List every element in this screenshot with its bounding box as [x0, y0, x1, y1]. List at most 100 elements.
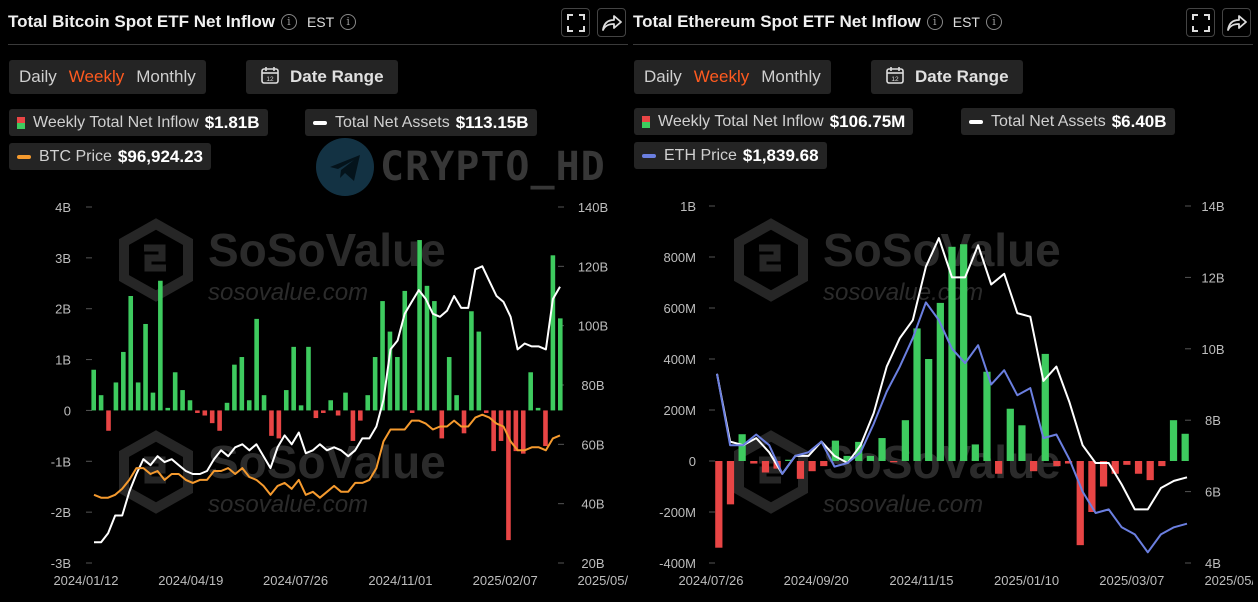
date-range-button[interactable]: 12 Date Range — [871, 60, 1023, 94]
inflow-bar[interactable] — [417, 240, 422, 411]
period-monthly[interactable]: Monthly — [761, 67, 821, 86]
inflow-bar[interactable] — [298, 405, 304, 411]
inflow-bar[interactable] — [491, 410, 496, 452]
period-weekly[interactable]: Weekly — [68, 67, 125, 86]
legend-item[interactable]: ETH Price $1,839.68 — [634, 142, 827, 169]
inflow-bar[interactable] — [276, 410, 282, 439]
inflow-bar[interactable] — [808, 461, 816, 472]
inflow-bar[interactable] — [121, 351, 126, 411]
legend-item[interactable]: BTC Price $96,924.23 — [9, 143, 211, 170]
inflow-bar[interactable] — [901, 420, 909, 461]
total-net-assets-line[interactable] — [94, 265, 561, 544]
inflow-bar[interactable] — [550, 255, 556, 411]
inflow-bar[interactable] — [820, 461, 828, 467]
inflow-bar[interactable] — [1123, 461, 1131, 465]
inflow-bar[interactable] — [283, 390, 289, 411]
info-icon[interactable]: i — [340, 14, 357, 30]
inflow-bar[interactable] — [343, 392, 348, 411]
inflow-bar[interactable] — [439, 410, 445, 439]
inflow-bar[interactable] — [269, 410, 274, 436]
period-daily[interactable]: Daily — [19, 67, 57, 86]
legend-item[interactable]: Total Net Assets $113.15B — [305, 109, 537, 136]
inflow-bar[interactable] — [313, 410, 319, 419]
inflow-bar[interactable] — [224, 402, 230, 411]
inflow-bar[interactable] — [350, 410, 356, 441]
inflow-bar[interactable] — [1053, 461, 1061, 467]
inflow-bar[interactable] — [165, 407, 171, 411]
inflow-bar[interactable] — [785, 459, 793, 461]
inflow-bar[interactable] — [150, 392, 156, 411]
inflow-bar[interactable] — [1111, 461, 1119, 474]
inflow-bar[interactable] — [1006, 408, 1014, 461]
period-daily[interactable]: Daily — [644, 67, 682, 86]
inflow-bar[interactable] — [1076, 461, 1084, 546]
inflow-bar[interactable] — [135, 382, 141, 411]
inflow-bar[interactable] — [461, 410, 467, 434]
inflow-bar[interactable] — [1029, 461, 1038, 472]
inflow-bar[interactable] — [1018, 425, 1026, 461]
period-weekly[interactable]: Weekly — [693, 67, 750, 86]
info-icon[interactable]: i — [985, 14, 1002, 30]
inflow-bar[interactable] — [469, 311, 474, 411]
inflow-bar[interactable] — [761, 461, 770, 473]
share-icon[interactable] — [1222, 8, 1251, 37]
inflow-bar[interactable] — [372, 357, 378, 411]
inflow-bar[interactable] — [506, 410, 511, 541]
share-icon[interactable] — [597, 8, 626, 37]
inflow-bar[interactable] — [843, 455, 851, 461]
inflow-bar[interactable] — [113, 382, 119, 411]
inflow-bar[interactable] — [409, 410, 415, 413]
inflow-bar[interactable] — [306, 346, 311, 411]
info-icon[interactable]: i — [280, 14, 297, 30]
inflow-bar[interactable] — [128, 296, 134, 411]
inflow-bar[interactable] — [143, 323, 148, 411]
inflow-bar[interactable] — [209, 410, 215, 424]
inflow-bar[interactable] — [960, 244, 968, 461]
inflow-bar[interactable] — [1099, 461, 1108, 487]
inflow-bar[interactable] — [913, 328, 921, 461]
inflow-bar[interactable] — [483, 410, 489, 413]
inflow-bar[interactable] — [543, 410, 548, 447]
inflow-bar[interactable] — [387, 331, 393, 411]
inflow-bar[interactable] — [217, 410, 222, 431]
inflow-bar[interactable] — [432, 301, 437, 411]
inflow-bar[interactable] — [358, 410, 363, 421]
inflow-bar[interactable] — [715, 461, 723, 548]
inflow-bar[interactable] — [528, 372, 533, 411]
inflow-bar[interactable] — [936, 302, 944, 461]
inflow-bar[interactable] — [365, 395, 371, 411]
inflow-bar[interactable] — [91, 369, 96, 411]
inflow-bar[interactable] — [395, 357, 400, 411]
inflow-bar[interactable] — [855, 441, 863, 461]
inflow-bar[interactable] — [1041, 353, 1049, 461]
inflow-bar[interactable] — [1169, 420, 1178, 461]
inflow-bar[interactable] — [866, 455, 875, 461]
inflow-bar[interactable] — [187, 400, 193, 411]
inflow-bar[interactable] — [971, 444, 979, 461]
inflow-bar[interactable] — [726, 461, 735, 505]
inflow-bar[interactable] — [254, 318, 259, 411]
inflow-bar[interactable] — [1158, 461, 1166, 467]
inflow-bar[interactable] — [513, 410, 519, 452]
period-monthly[interactable]: Monthly — [136, 67, 196, 86]
inflow-bar[interactable] — [890, 461, 898, 463]
inflow-bar[interactable] — [98, 395, 104, 411]
inflow-bar[interactable] — [239, 357, 245, 411]
info-icon[interactable]: i — [926, 14, 943, 30]
inflow-bar[interactable] — [291, 346, 296, 411]
fullscreen-icon[interactable] — [1186, 8, 1215, 37]
inflow-bar[interactable] — [321, 410, 326, 413]
inflow-bar[interactable] — [172, 372, 178, 411]
inflow-bar[interactable] — [424, 285, 430, 411]
inflow-bar[interactable] — [202, 410, 208, 416]
inflow-bar[interactable] — [948, 246, 956, 461]
inflow-bar[interactable] — [558, 318, 563, 411]
inflow-bar[interactable] — [246, 400, 252, 411]
btc-price-line[interactable] — [93, 413, 561, 499]
legend-item[interactable]: Total Net Assets $6.40B — [961, 108, 1175, 135]
inflow-bar[interactable] — [995, 461, 1003, 474]
inflow-bar[interactable] — [261, 395, 267, 411]
legend-item[interactable]: Weekly Total Net Inflow $1.81B — [9, 109, 268, 136]
inflow-bar[interactable] — [1134, 461, 1143, 474]
inflow-bar[interactable] — [1064, 461, 1073, 464]
